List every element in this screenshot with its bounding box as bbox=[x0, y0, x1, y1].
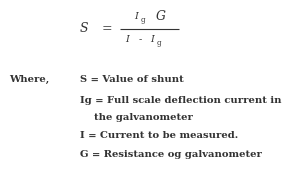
Text: S: S bbox=[80, 22, 88, 35]
Text: =: = bbox=[101, 22, 112, 35]
Text: -: - bbox=[139, 36, 142, 44]
Text: S = Value of shunt: S = Value of shunt bbox=[80, 75, 183, 84]
Text: g: g bbox=[156, 39, 161, 47]
Text: I = Current to be measured.: I = Current to be measured. bbox=[80, 131, 238, 140]
Text: Ig = Full scale deflection current in: Ig = Full scale deflection current in bbox=[80, 96, 281, 105]
Text: I: I bbox=[126, 36, 129, 44]
Text: the galvanometer: the galvanometer bbox=[94, 113, 194, 122]
Text: G = Resistance og galvanometer: G = Resistance og galvanometer bbox=[80, 150, 261, 159]
Text: I: I bbox=[151, 36, 154, 44]
Text: G: G bbox=[155, 10, 166, 23]
Text: Where,: Where, bbox=[9, 75, 49, 84]
Text: I: I bbox=[135, 12, 138, 21]
Text: g: g bbox=[141, 16, 145, 24]
